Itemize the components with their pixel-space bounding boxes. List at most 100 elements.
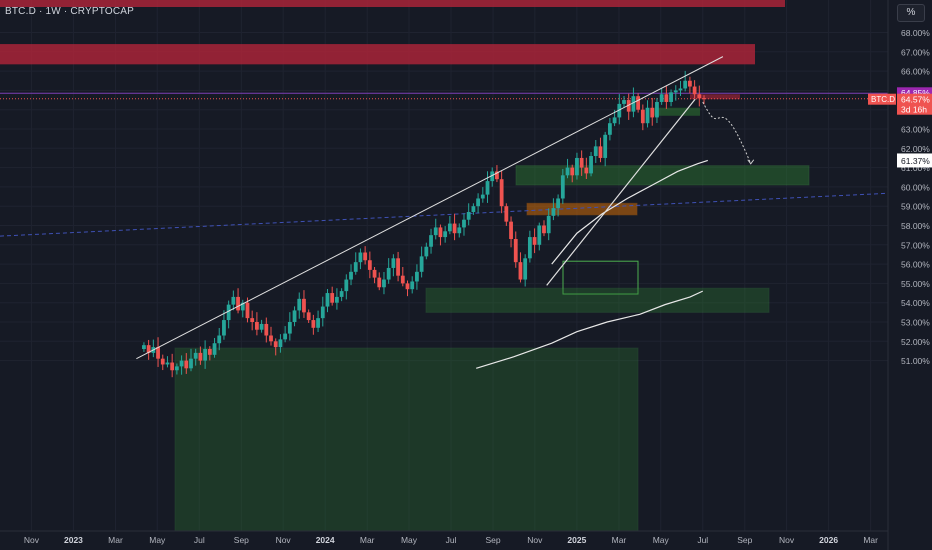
candle-body (240, 302, 245, 311)
candle-body (527, 237, 532, 259)
candle-body (485, 181, 490, 195)
candle-body (325, 293, 330, 307)
time-tick-label: Mar (360, 535, 375, 545)
small-green-zone (654, 107, 700, 116)
candle-body (358, 252, 363, 263)
candle-body (471, 206, 476, 212)
candle-body (217, 335, 222, 344)
price-tick-label: 61.00% (901, 163, 930, 173)
candle-body (316, 318, 320, 328)
candle-body (509, 221, 513, 240)
candle-body (692, 86, 697, 95)
candle-body (551, 208, 556, 216)
price-tick-label: 57.00% (901, 240, 930, 250)
green-support-zone-middle (425, 287, 770, 313)
blue-dashed-trendline (0, 192, 889, 237)
candle-body (287, 322, 292, 334)
candle-body (518, 262, 523, 280)
candle-body (344, 279, 349, 292)
candle-body (504, 206, 509, 222)
candle-body (377, 277, 382, 288)
candle-body (447, 223, 452, 232)
candle-body (678, 88, 683, 91)
price-tick-label: 51.00% (901, 356, 930, 366)
candle-body (236, 296, 240, 311)
candle-body (415, 271, 419, 282)
candle-body (396, 258, 400, 276)
candle-body (683, 80, 688, 89)
candle-body (664, 94, 669, 102)
candle-body (542, 225, 546, 234)
candle-body (419, 256, 424, 272)
price-tick-label: 68.00% (901, 28, 930, 38)
candle-body (565, 167, 570, 176)
candle-body (146, 345, 151, 353)
candle-body (560, 175, 565, 199)
candle-body (170, 362, 175, 371)
candle-body (264, 323, 269, 336)
candle-body (273, 341, 278, 348)
candle-body (593, 146, 598, 157)
candle-body (410, 281, 415, 290)
candle-body (174, 366, 179, 371)
candle-body (156, 347, 160, 359)
symbol-tag-bg (868, 93, 896, 105)
time-tick-label: Sep (486, 535, 501, 545)
candle-body (570, 167, 575, 176)
candle-body (584, 167, 589, 174)
candle-body (306, 312, 311, 321)
price-axis-background (888, 0, 932, 550)
candle-body (367, 260, 372, 270)
ma-value-tag: 61.37% (901, 156, 930, 166)
time-tick-label: Jul (697, 535, 708, 545)
price-tick-label: 59.00% (901, 202, 930, 212)
candle-body (339, 291, 344, 297)
price-tick-label: 62.00% (901, 144, 930, 154)
candle-body (640, 109, 645, 124)
time-tick-label: Mar (108, 535, 123, 545)
percent-scale-button[interactable]: % (897, 4, 925, 22)
candle-body (405, 283, 410, 290)
candle-body (330, 293, 335, 303)
price-tick-label: 63.00% (901, 125, 930, 135)
candle-body (165, 362, 170, 365)
candle-body (589, 156, 593, 174)
time-axis-background (0, 531, 932, 550)
candle-body (203, 349, 208, 361)
price-tick-label: 60.00% (901, 182, 930, 192)
time-tick-label: Mar (612, 535, 627, 545)
candle-body (655, 101, 659, 118)
candle-body (231, 296, 236, 305)
ma-value-tag-bg (897, 153, 932, 168)
candle-body (532, 237, 537, 245)
overlap-tag: 64.85% (901, 88, 930, 98)
candle-body (669, 92, 673, 102)
time-tick-label: Sep (234, 535, 249, 545)
candle-body (438, 227, 443, 238)
time-tick-label: Sep (737, 535, 752, 545)
red-zone-top (0, 0, 785, 7)
candle-body (353, 262, 358, 272)
price-tick-label: 53.00% (901, 318, 930, 328)
candle-body (433, 227, 438, 236)
green-support-zone-lower (174, 347, 639, 532)
zones (0, 0, 810, 532)
candle-body (212, 343, 217, 355)
countdown-tag: 3d 16h (901, 105, 927, 115)
price-tick-label: 67.00% (901, 47, 930, 57)
candle-body (697, 94, 702, 99)
candle-body (702, 98, 706, 100)
candle-body (687, 80, 692, 87)
candle-body (495, 171, 499, 180)
candle-body (480, 194, 485, 199)
candle-body (546, 215, 551, 234)
price-tick-label: 58.00% (901, 221, 930, 231)
candle-body (645, 107, 650, 124)
time-tick-label: 2026 (819, 535, 838, 545)
candle-body (659, 94, 664, 102)
time-tick-label: Nov (24, 535, 40, 545)
symbol-tag: BTC.D (871, 95, 895, 104)
candle-body (207, 349, 212, 355)
candle-body (179, 360, 184, 367)
